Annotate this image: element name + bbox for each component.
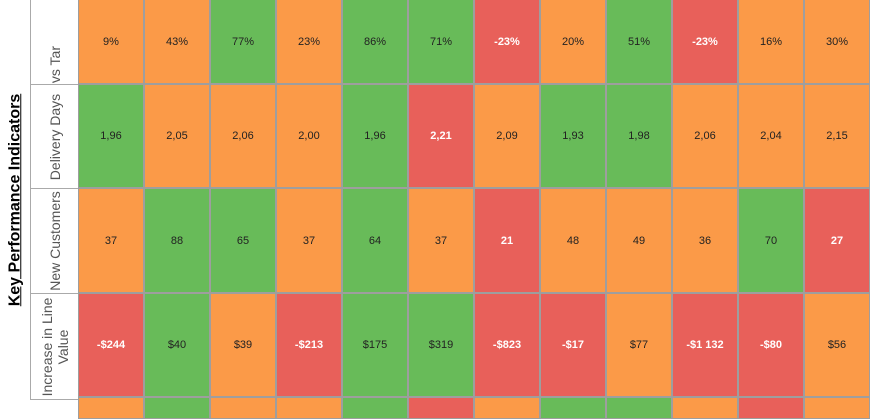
kpi-title: Key Performance Indicators [0, 0, 30, 400]
kpi-cell: 1,96 [79, 85, 143, 187]
kpi-cell: 1,98 [607, 85, 671, 187]
row-label-increase-in-line-value: Increase in Line Value [30, 294, 78, 400]
kpi-cell: -$213 [277, 294, 341, 396]
kpi-cell-partial [673, 398, 737, 418]
row-label-sales-vs-tar: Sales vs Tar [30, 0, 78, 85]
kpi-cell: $175 [343, 294, 407, 396]
row-label-text: Sales vs Tar [46, 46, 63, 85]
kpi-cell: 20% [541, 0, 605, 83]
row-label-text: Increase in Line Value [38, 297, 71, 396]
kpi-cell: -$244 [79, 294, 143, 396]
kpi-title-text: Key Performance Indicators [6, 93, 23, 307]
kpi-cell-partial [343, 398, 407, 418]
kpi-cell: -$823 [475, 294, 539, 396]
kpi-cell-partial [211, 398, 275, 418]
kpi-cell: -23% [475, 0, 539, 83]
kpi-cell: -$1 132 [673, 294, 737, 396]
row-label-new-customers: New Customers [30, 189, 78, 294]
kpi-cell: $40 [145, 294, 209, 396]
kpi-cell: $77 [607, 294, 671, 396]
kpi-cell: 9% [79, 0, 143, 83]
row-label-text: Delivery Days [46, 93, 63, 180]
kpi-cell: 30% [805, 0, 869, 83]
kpi-cell: $56 [805, 294, 869, 396]
row-labels: Sales vs Tar Delivery Days New Customers In… [30, 0, 78, 400]
kpi-cell: 51% [607, 0, 671, 83]
kpi-cell: 70 [739, 189, 803, 292]
kpi-cell-partial [739, 398, 803, 418]
kpi-cell: 49 [607, 189, 671, 292]
kpi-cell: 2,15 [805, 85, 869, 187]
kpi-cell-partial [805, 398, 869, 418]
kpi-cell: 77% [211, 0, 275, 83]
kpi-cell: $319 [409, 294, 473, 396]
kpi-cell-partial [607, 398, 671, 418]
kpi-cell: 27 [805, 189, 869, 292]
kpi-cell: 64 [343, 189, 407, 292]
kpi-cell: 48 [541, 189, 605, 292]
kpi-cell: 2,00 [277, 85, 341, 187]
kpi-cell: 65 [211, 189, 275, 292]
kpi-cell-partial [475, 398, 539, 418]
kpi-cell: 16% [739, 0, 803, 83]
kpi-cell: 86% [343, 0, 407, 83]
kpi-cell: 21 [475, 189, 539, 292]
kpi-cell: 2,05 [145, 85, 209, 187]
kpi-cell-partial [145, 398, 209, 418]
kpi-cell: 2,06 [211, 85, 275, 187]
kpi-cell: -$80 [739, 294, 803, 396]
kpi-cell: 37 [409, 189, 473, 292]
row-label-delivery-days: Delivery Days [30, 85, 78, 189]
kpi-cell: 2,06 [673, 85, 737, 187]
kpi-cell-partial [541, 398, 605, 418]
kpi-grid: 9% 43% 77% 23% 86% 71% -23% 20% 51% -23% 16% 30% 1,9… [78, 0, 870, 419]
kpi-cell: 37 [79, 189, 143, 292]
kpi-cell: 43% [145, 0, 209, 83]
row-label-text: New Customers [46, 191, 63, 291]
kpi-cell: 1,96 [343, 85, 407, 187]
kpi-cell: 2,09 [475, 85, 539, 187]
kpi-cell-partial [79, 398, 143, 418]
kpi-cell: 1,93 [541, 85, 605, 187]
kpi-cell: 71% [409, 0, 473, 83]
kpi-cell: 36 [673, 189, 737, 292]
kpi-cell: 88 [145, 189, 209, 292]
kpi-cell: 23% [277, 0, 341, 83]
kpi-cell: 37 [277, 189, 341, 292]
kpi-cell: $39 [211, 294, 275, 396]
kpi-cell: 2,04 [739, 85, 803, 187]
kpi-cell: -23% [673, 0, 737, 83]
kpi-cell: -$17 [541, 294, 605, 396]
kpi-cell-partial [277, 398, 341, 418]
kpi-cell: 2,21 [409, 85, 473, 187]
kpi-cell-partial [409, 398, 473, 418]
